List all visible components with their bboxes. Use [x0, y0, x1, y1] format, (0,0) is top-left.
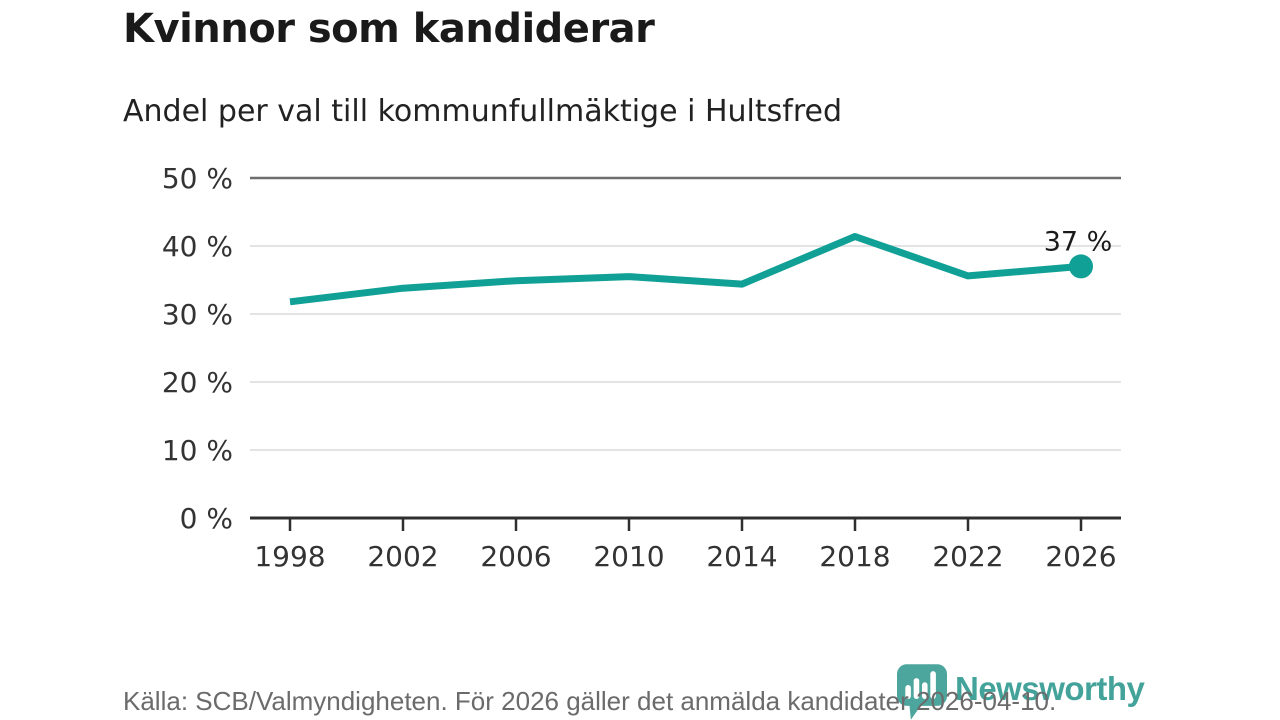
newsworthy-logo: Newsworthy: [897, 664, 1145, 720]
x-tick-label-2022: 2022: [932, 540, 1003, 573]
y-tick-label-10: 10 %: [162, 434, 233, 467]
x-tick-label-2002: 2002: [367, 540, 438, 573]
source-note: Källa: SCB/Valmyndigheten. För 2026 gäll…: [123, 686, 1057, 716]
page-title: Kvinnor som kandiderar: [123, 6, 655, 52]
y-tick-label-0: 0 %: [180, 502, 233, 535]
newsworthy-wordmark: Newsworthy: [955, 670, 1145, 707]
x-tick-label-2018: 2018: [819, 540, 890, 573]
x-tick-label-2014: 2014: [706, 540, 777, 573]
x-tick-label-1998: 1998: [254, 540, 325, 573]
x-tick-label-2026: 2026: [1045, 540, 1116, 573]
y-tick-label-50: 50 %: [162, 162, 233, 195]
newsworthy-pin-barchart-icon: [897, 664, 947, 720]
y-tick-label-40: 40 %: [162, 230, 233, 263]
y-tick-label-20: 20 %: [162, 366, 233, 399]
last-point-marker: [1069, 254, 1093, 279]
end-value-label: 37 %: [1044, 226, 1113, 257]
x-tick-label-2006: 2006: [480, 540, 551, 573]
y-tick-label-30: 30 %: [162, 298, 233, 331]
series-line: [289, 233, 1082, 306]
chart-subtitle: Andel per val till kommunfullmäktige i H…: [123, 94, 842, 129]
x-tick-label-2010: 2010: [593, 540, 664, 573]
